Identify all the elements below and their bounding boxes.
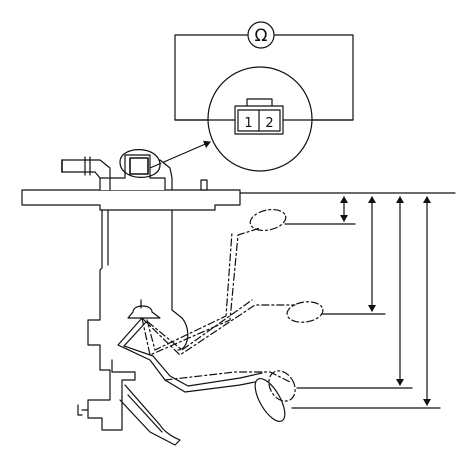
connector-latch [246, 98, 273, 107]
leader-arrow [149, 140, 211, 169]
float-rod-empty-2 [123, 321, 263, 387]
dimension-arrows [340, 196, 431, 406]
float-rod-low [164, 371, 291, 383]
float-full [249, 208, 287, 232]
float-mid [286, 301, 324, 323]
pump-assembly [77, 209, 189, 446]
return-pipe [159, 159, 173, 191]
pin-1-label: 1 [244, 116, 252, 131]
float-low-ghost [268, 370, 296, 402]
fuel-pipe [61, 159, 111, 179]
float-rod-mid [141, 304, 296, 356]
connector-magnified: 1 2 [174, 66, 354, 172]
float-rod-full [141, 227, 261, 356]
bracket-inner [127, 394, 163, 433]
ohmmeter-icon: Ω [247, 21, 275, 49]
pump-body-outline [87, 209, 136, 431]
fuel-pipe-lower [61, 171, 101, 179]
meter-wire [174, 34, 248, 121]
float-rod-empty [117, 317, 273, 393]
pump-bottom-detail [77, 404, 89, 416]
float-arm-positions [141, 208, 324, 402]
float-rod-mid-2 [147, 299, 253, 351]
float-arm-empty [117, 317, 286, 422]
flange-plate [21, 189, 241, 211]
pump-right-wall [171, 209, 189, 351]
flange-bolt [200, 179, 208, 191]
float-rod-full-2 [146, 231, 233, 351]
lower-bracket [119, 384, 181, 446]
ohm-symbol: Ω [255, 26, 268, 46]
pin-2-label: 2 [265, 116, 273, 131]
level-reference-lines [284, 223, 441, 409]
pivot-housing [127, 305, 161, 319]
connector-outline-circle [119, 149, 161, 178]
sender-flange [21, 149, 456, 211]
float-empty [254, 378, 286, 422]
connector-detail [129, 157, 149, 175]
